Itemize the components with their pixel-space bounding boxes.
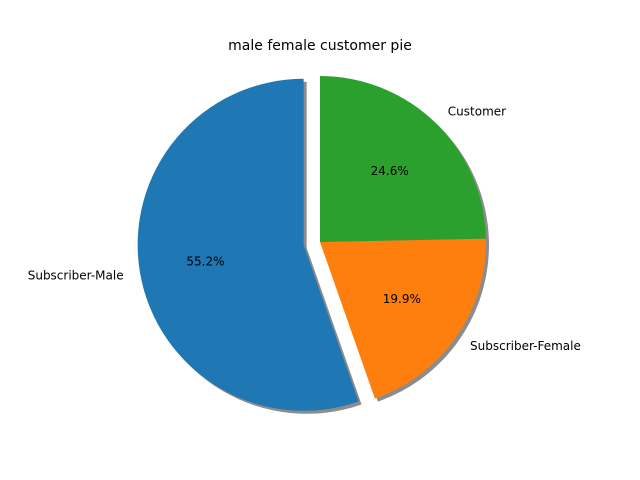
slice-percent-customer: 24.6% xyxy=(371,164,409,178)
pie-slice-subscriber-male xyxy=(137,78,359,411)
pie-labels: Subscriber-Male 55.2% Subscriber-Female 19.… xyxy=(28,105,581,354)
slice-percent-subscriber-male: 55.2% xyxy=(186,254,224,268)
pie-slice-subscriber-female xyxy=(320,238,486,399)
chart-title: male female customer pie xyxy=(228,38,412,54)
slice-label-subscriber-female: Subscriber-Female xyxy=(470,339,581,353)
slice-label-customer: Customer xyxy=(448,105,506,119)
slice-percent-subscriber-female: 19.9% xyxy=(383,292,421,306)
pie-slices xyxy=(137,76,486,411)
slice-label-subscriber-male: Subscriber-Male xyxy=(28,268,124,282)
pie-slice-customer xyxy=(320,76,486,242)
